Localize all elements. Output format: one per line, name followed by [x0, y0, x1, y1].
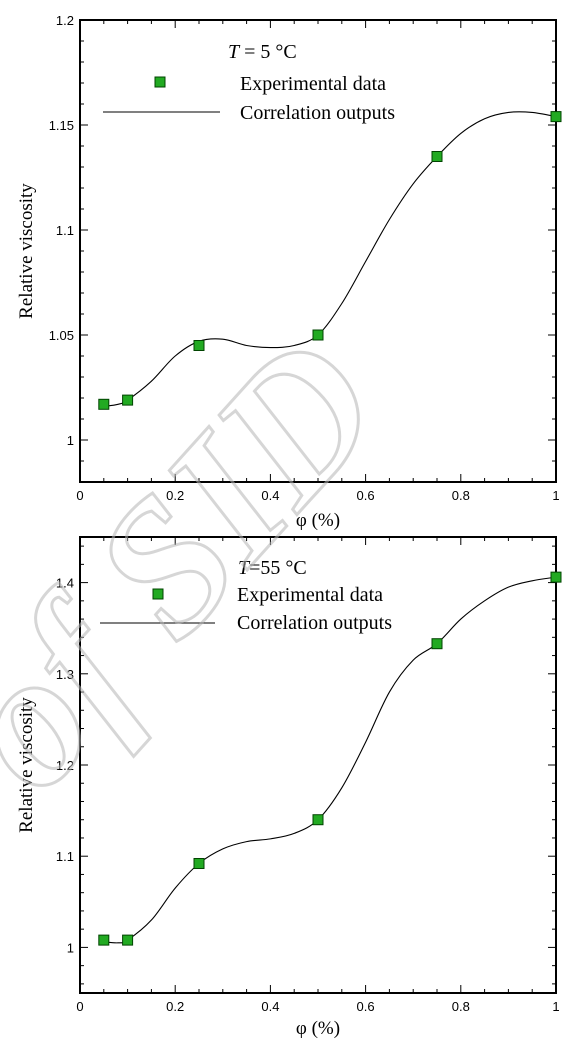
data-point: [98, 398, 110, 410]
chart-1: 0 0.2 0.4 0.6 0.8 1 1 1.05 1.1 1.15 1.2 φ (%) Relati…: [16, 13, 562, 531]
legend-label-line: Correlation outputs: [240, 102, 395, 124]
data-point: [312, 814, 324, 826]
chart-title-variable: T: [238, 557, 251, 579]
y-tick-label: 1.1: [56, 849, 74, 864]
y-tick-label: 1: [67, 940, 74, 955]
y-tick-label: 1.1: [56, 223, 74, 238]
data-point: [431, 151, 443, 162]
x-tick-label: 1: [552, 999, 559, 1014]
y-tick-label: 1.2: [56, 13, 74, 28]
chart-title-value: = 5 °C: [239, 41, 297, 63]
watermark-text: of SID: [0, 299, 421, 828]
x-tick-label: 0.6: [357, 488, 375, 503]
chart-title: T=55 °C: [238, 557, 307, 579]
x-tick-label: 1: [552, 488, 559, 503]
data-point: [550, 111, 562, 123]
chart-title: T = 5 °C: [228, 41, 297, 63]
y-tick-label: 1.05: [49, 328, 74, 343]
chart-title-value: =55 °C: [249, 557, 307, 579]
x-tick-label: 0: [76, 488, 83, 503]
y-tick-label: 1: [67, 433, 74, 448]
legend-label-line: Correlation outputs: [237, 612, 392, 634]
data-point: [550, 571, 562, 583]
data-point: [193, 340, 205, 351]
legend-label-markers: Experimental data: [237, 584, 383, 606]
x-axis-label: φ (%): [296, 1018, 340, 1039]
legend-label-markers: Experimental data: [240, 73, 386, 95]
y-tick-label: 1.4: [56, 576, 74, 591]
x-tick-label: 0.4: [261, 488, 279, 503]
x-tick-label: 0.2: [166, 488, 184, 503]
data-point: [98, 934, 110, 946]
y-tick-label: 1.2: [56, 758, 74, 773]
x-axis-label: φ (%): [296, 510, 340, 531]
y-axis-label: Relative viscosity: [16, 183, 37, 319]
x-tick-label: 0: [76, 999, 83, 1014]
data-point: [193, 857, 205, 869]
legend-marker-swatch: [154, 76, 166, 88]
y-axis-label: Relative viscosity: [16, 697, 37, 833]
data-point: [431, 638, 443, 650]
x-tick-label: 0.8: [452, 488, 470, 503]
y-tick-label: 1.3: [56, 667, 74, 682]
data-point: [312, 329, 324, 341]
x-tick-label: 0.8: [452, 999, 470, 1014]
y-tick-label: 1.15: [49, 118, 74, 133]
x-tick-label: 0.2: [166, 999, 184, 1014]
x-tick-label: 0.6: [357, 999, 375, 1014]
data-point: [122, 394, 134, 406]
data-point: [122, 934, 134, 946]
legend-marker-swatch: [152, 588, 164, 600]
chart-2: 0 0.2 0.4 0.6 0.8 1 1 1.1 1.2 1.3 1.4 φ (%) Relative…: [16, 536, 562, 1039]
chart-title-variable: T: [228, 41, 241, 63]
x-tick-label: 0.4: [261, 999, 279, 1014]
